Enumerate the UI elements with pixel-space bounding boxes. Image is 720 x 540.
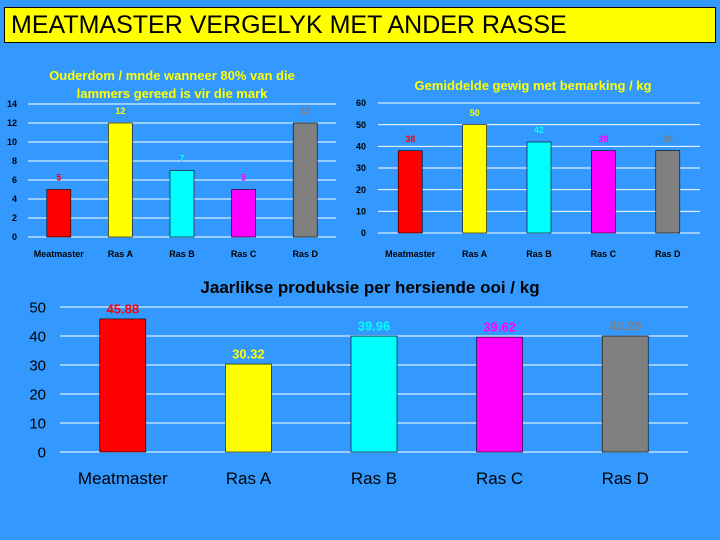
bar-ras-a [462,124,487,234]
x-tick-label: Ras D [292,249,318,259]
data-label: 38 [598,134,608,144]
bar-ras-d [601,335,649,453]
y-tick-label: 10 [356,206,366,216]
y-tick-label: 10 [7,137,17,147]
chart-title: Gemiddelde gewig met bemarking / kg [415,78,652,93]
data-label: 45.88 [107,301,140,316]
y-tick-label: 60 [356,98,366,108]
data-label: 12 [115,106,125,116]
bar-ras-a [108,122,133,238]
title-bar: MEATMASTER VERGELYK MET ANDER RASSE [4,7,716,43]
bar-ras-c [591,150,616,234]
y-tick-label: 30 [29,357,46,374]
chart-title: lammers gereed is vir die mark [77,86,269,101]
data-label: 5 [241,173,246,183]
y-tick-label: 20 [356,185,366,195]
y-tick-label: 4 [12,194,17,204]
bar-meatmaster [46,189,72,238]
bar-meatmaster [397,150,423,234]
data-label: 50 [470,108,480,118]
bar-ras-b [350,335,398,453]
bar-ras-c [476,336,523,453]
x-tick-label: Ras C [231,249,257,259]
chart-age: 0 2 4 6 8 10 12 14 Ouderdom / mnde wanneer 80% v… [7,68,336,259]
bar-ras-d [655,150,681,234]
bar-ras-d [292,122,318,238]
bar-ras-c [231,189,256,238]
y-tick-label: 0 [361,228,366,238]
x-tick-label: Ras A [108,249,134,259]
y-tick-label: 8 [12,156,17,166]
data-label: 42 [534,125,544,135]
y-tick-label: 12 [7,118,17,128]
chart-weight: 0 10 20 30 40 50 60 Gemiddelde gewig met bemark… [356,78,700,259]
bar-ras-b [169,170,195,238]
data-label: 39.96 [358,319,391,334]
x-tick-label: Ras B [169,249,195,259]
y-tick-label: 10 [29,415,46,432]
x-tick-label: Ras D [602,469,649,488]
x-tick-label: Meatmaster [385,249,436,259]
chart-production: 0 10 20 30 40 50 Jaarlikse produksie per hersi… [29,278,688,488]
y-tick-label: 14 [7,99,17,109]
y-tick-label: 0 [38,444,46,461]
chart-title: Ouderdom / mnde wanneer 80% van die [49,68,295,83]
x-tick-label: Ras A [462,249,488,259]
y-tick-label: 50 [29,299,46,316]
page-title: MEATMASTER VERGELYK MET ANDER RASSE [11,11,567,39]
data-label: 12 [300,106,310,116]
data-label: 5 [56,173,61,183]
bar-meatmaster [99,318,147,453]
y-tick-label: 20 [29,386,46,403]
y-tick-label: 40 [29,328,46,345]
x-tick-label: Ras B [351,469,397,488]
x-tick-label: Ras A [226,469,272,488]
x-tick-label: Meatmaster [78,469,168,488]
chart-title: Jaarlikse produksie per hersiende ooi / … [200,278,539,297]
x-tick-label: Meatmaster [34,249,85,259]
x-tick-label: Ras C [591,249,617,259]
y-tick-label: 50 [356,120,366,130]
data-label: 39.62 [483,320,516,335]
bar-ras-b [526,141,552,234]
y-tick-label: 0 [12,232,17,242]
x-tick-label: Ras D [655,249,681,259]
bar-ras-a [225,363,272,453]
x-tick-label: Ras C [476,469,523,488]
y-tick-label: 2 [12,213,17,223]
x-tick-label: Ras B [526,249,552,259]
y-tick-label: 6 [12,175,17,185]
data-label: 38 [663,134,673,144]
y-tick-label: 40 [356,141,366,151]
data-label: 7 [179,154,184,164]
y-tick-label: 30 [356,163,366,173]
data-label: 38 [405,134,415,144]
data-label: 40.29 [609,319,642,334]
data-label: 30.32 [232,347,265,362]
